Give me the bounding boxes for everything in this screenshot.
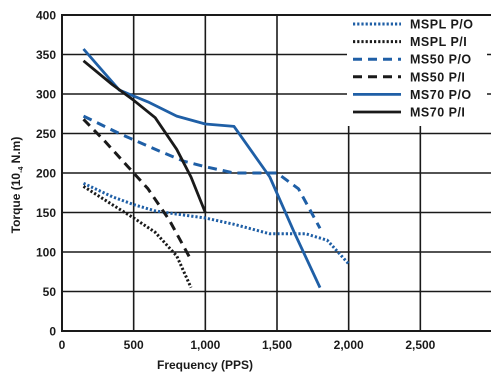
legend-background — [347, 14, 487, 126]
legend-label-ms50-p-o: MS50 P/O — [410, 53, 472, 67]
legend-label-mspl-p-o: MSPL P/O — [410, 18, 474, 32]
series-line-mspl-p-o — [82, 181, 350, 265]
y-tick-label: 0 — [49, 325, 56, 339]
y-tick-label: 100 — [36, 246, 56, 260]
legend: MSPL P/O MSPL P/I MS50 P/O MS50 P/I MS70 P/O… — [353, 18, 474, 120]
y-axis-title: Torque (10-4 N.m) — [9, 137, 25, 234]
tick-labels: 0 50 100 150 200 250 300 350 400 0 500 1,000 1,500 2,… — [36, 9, 436, 353]
legend-label-ms70-p-i: MS70 P/I — [410, 106, 465, 120]
y-tick-label: 150 — [36, 206, 56, 220]
y-tick-label: 50 — [43, 285, 57, 299]
x-tick-label: 2,500 — [405, 338, 435, 352]
legend-label-ms50-p-i: MS50 P/I — [410, 70, 465, 84]
y-axis-title-main: Torque (10 — [9, 173, 23, 234]
x-tick-label: 1,000 — [190, 338, 220, 352]
series-line-mspl-p-i — [82, 185, 193, 289]
x-tick-label: 2,000 — [334, 338, 364, 352]
y-tick-label: 300 — [36, 88, 56, 102]
y-tick-label: 250 — [36, 127, 56, 141]
y-axis-title-exponent: -4 — [18, 167, 25, 173]
series-line-ms70-p-o — [82, 48, 322, 289]
x-tick-label: 0 — [59, 338, 66, 352]
y-tick-label: 400 — [36, 9, 56, 23]
plot-frame — [61, 14, 491, 332]
legend-label-mspl-p-i: MSPL P/I — [410, 35, 467, 49]
x-tick-label: 500 — [124, 338, 144, 352]
series-line-ms50-p-o — [82, 114, 322, 230]
y-tick-label: 350 — [36, 48, 56, 62]
y-axis-title-unit: N.m) — [9, 137, 23, 167]
legend-label-ms70-p-o: MS70 P/O — [410, 88, 472, 102]
series-line-ms70-p-i — [82, 59, 207, 214]
x-axis-title: Frequency (PPS) — [157, 358, 253, 372]
series-lines — [82, 48, 350, 289]
x-tick-label: 1,500 — [262, 338, 292, 352]
series-line-ms50-p-i — [82, 118, 193, 261]
y-tick-label: 200 — [36, 167, 56, 181]
